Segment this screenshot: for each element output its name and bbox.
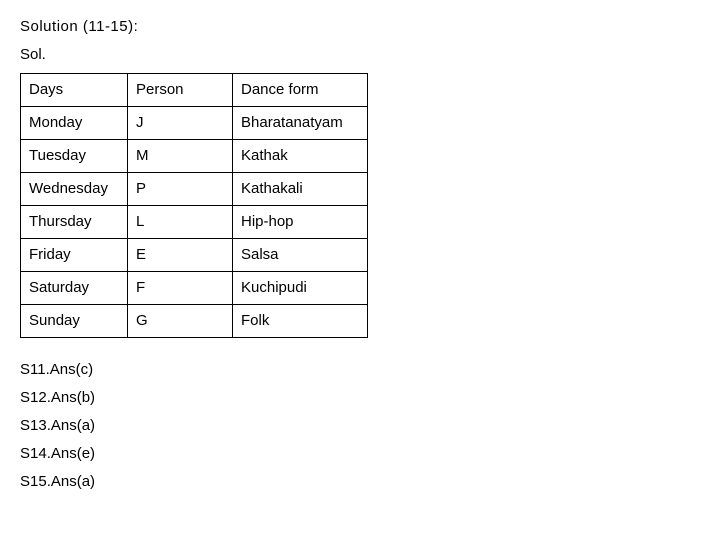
table-row: Wednesday P Kathakali bbox=[21, 173, 368, 206]
table-row: Friday E Salsa bbox=[21, 239, 368, 272]
answer-item: S12.Ans(b) bbox=[20, 386, 707, 410]
table-row: Tuesday M Kathak bbox=[21, 140, 368, 173]
header-person: Person bbox=[128, 74, 233, 107]
table-row: Monday J Bharatanatyam bbox=[21, 107, 368, 140]
cell-dance: Kathak bbox=[233, 140, 368, 173]
header-dance: Dance form bbox=[233, 74, 368, 107]
table-row: Sunday G Folk bbox=[21, 305, 368, 338]
table-row: Saturday F Kuchipudi bbox=[21, 272, 368, 305]
cell-person: E bbox=[128, 239, 233, 272]
cell-day: Tuesday bbox=[21, 140, 128, 173]
cell-dance: Kathakali bbox=[233, 173, 368, 206]
cell-day: Friday bbox=[21, 239, 128, 272]
header-days: Days bbox=[21, 74, 128, 107]
table-row: Thursday L Hip-hop bbox=[21, 206, 368, 239]
cell-day: Thursday bbox=[21, 206, 128, 239]
cell-dance: Folk bbox=[233, 305, 368, 338]
cell-person: J bbox=[128, 107, 233, 140]
cell-dance: Bharatanatyam bbox=[233, 107, 368, 140]
cell-person: F bbox=[128, 272, 233, 305]
answer-item: S13.Ans(a) bbox=[20, 414, 707, 438]
cell-person: G bbox=[128, 305, 233, 338]
cell-dance: Salsa bbox=[233, 239, 368, 272]
solution-table: Days Person Dance form Monday J Bharatan… bbox=[20, 73, 368, 338]
cell-dance: Hip-hop bbox=[233, 206, 368, 239]
answer-item: S15.Ans(a) bbox=[20, 470, 707, 494]
answer-item: S14.Ans(e) bbox=[20, 442, 707, 466]
cell-day: Saturday bbox=[21, 272, 128, 305]
cell-dance: Kuchipudi bbox=[233, 272, 368, 305]
solution-title: Solution (11-15): bbox=[20, 15, 707, 39]
cell-person: L bbox=[128, 206, 233, 239]
cell-day: Monday bbox=[21, 107, 128, 140]
cell-person: P bbox=[128, 173, 233, 206]
answers-list: S11.Ans(c) S12.Ans(b) S13.Ans(a) S14.Ans… bbox=[20, 358, 707, 494]
cell-day: Wednesday bbox=[21, 173, 128, 206]
answer-item: S11.Ans(c) bbox=[20, 358, 707, 382]
table-header-row: Days Person Dance form bbox=[21, 74, 368, 107]
solution-subtitle: Sol. bbox=[20, 43, 707, 67]
cell-day: Sunday bbox=[21, 305, 128, 338]
cell-person: M bbox=[128, 140, 233, 173]
